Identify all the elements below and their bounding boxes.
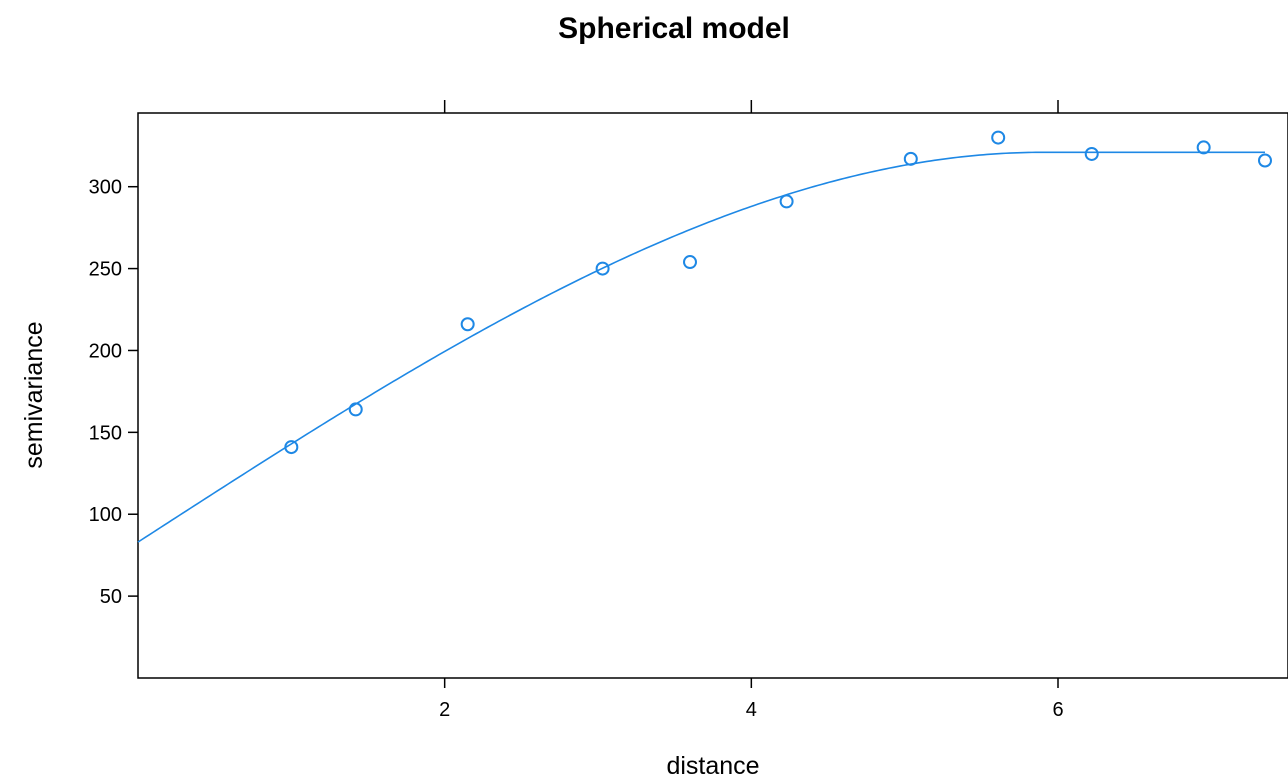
plot-frame [137, 112, 1288, 679]
x-tick-label: 4 [746, 699, 757, 721]
x-tick-label: 2 [439, 699, 450, 721]
y-tick-label: 200 [89, 340, 122, 362]
data-point [348, 402, 363, 417]
data-point [1084, 146, 1099, 161]
data-points-layer [284, 130, 1272, 455]
y-axis-label: semivariance [20, 321, 48, 468]
spherical-model-curve [137, 151, 1265, 543]
y-tick-label: 300 [89, 177, 122, 199]
x-axis-ticks: 2 4 6 [439, 678, 1064, 721]
data-point [683, 255, 697, 270]
y-tick-label: 100 [89, 504, 122, 526]
data-point [1258, 153, 1272, 168]
data-point [779, 194, 794, 209]
x-tick-label: 6 [1052, 699, 1063, 721]
y-axis-ticks: 50 100 150 200 250 300 [89, 177, 138, 608]
chart-title: Spherical model [558, 12, 790, 45]
data-point [1196, 140, 1211, 155]
data-point [284, 440, 299, 455]
data-point [903, 151, 918, 166]
x-axis-label: distance [666, 752, 759, 780]
data-point [595, 261, 610, 276]
y-tick-label: 250 [89, 259, 122, 281]
y-tick-label: 150 [89, 422, 122, 444]
model-curve-layer [137, 151, 1265, 543]
y-tick-label: 50 [100, 586, 122, 608]
top-axis-ticks [443, 100, 1059, 113]
data-point [460, 317, 475, 332]
data-point [991, 130, 1006, 145]
